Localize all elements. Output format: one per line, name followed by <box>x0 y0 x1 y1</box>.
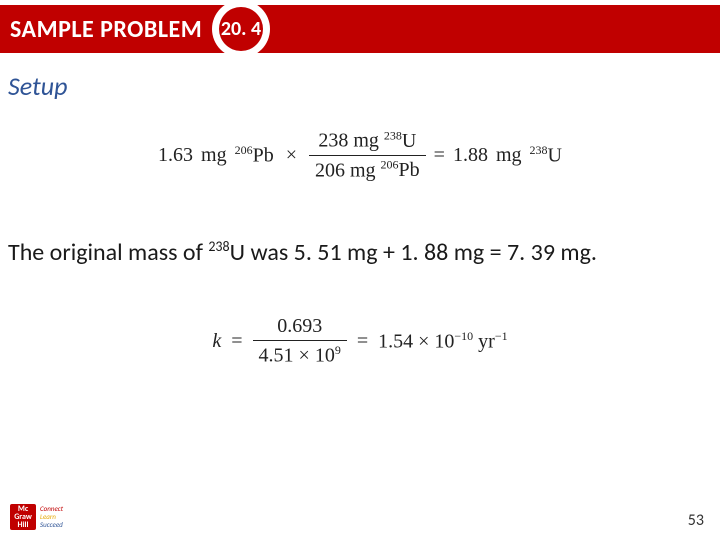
header: SAMPLE PROBLEM 20. 4 <box>0 0 720 58</box>
eq1-rhs-isotope: 238U <box>530 143 562 168</box>
eq1-fraction-denominator: 206 mg 206Pb <box>309 156 426 185</box>
body-text: The original mass of 238U was 5. 51 mg +… <box>8 238 720 267</box>
eq2-rhs: 1.54 × 10−10 yr−1 <box>378 329 508 354</box>
problem-number: 20. 4 <box>219 7 263 51</box>
eq1-fraction-numerator: 238 mg 238U <box>312 126 422 155</box>
eq2-fraction: 0.693 4.51 × 109 <box>253 313 347 370</box>
equals-symbol: = <box>357 330 368 353</box>
eq1-rhs-value: 1.88 <box>453 144 488 167</box>
eq2-numerator: 0.693 <box>271 313 328 340</box>
logo-square: Mc Graw Hill <box>10 504 36 530</box>
eq2-denominator: 4.51 × 109 <box>253 341 347 370</box>
publisher-logo: Mc Graw Hill Connect Learn Succeed <box>10 504 63 530</box>
header-label: SAMPLE PROBLEM <box>0 15 202 44</box>
equals-symbol: = <box>231 330 242 353</box>
eq2-k: k <box>212 330 221 353</box>
problem-number-badge: 20. 4 <box>212 0 270 58</box>
eq1-rhs-unit: mg <box>496 144 522 167</box>
equation-2: k = 0.693 4.51 × 109 = 1.54 × 10−10 yr−1 <box>150 313 570 370</box>
eq1-lhs-value: 1.63 <box>158 144 193 167</box>
eq1-fraction: 238 mg 238U 206 mg 206Pb <box>309 126 426 184</box>
page-number: 53 <box>688 511 704 530</box>
eq1-lhs-isotope: 206Pb <box>235 143 274 168</box>
section-title: Setup <box>8 70 720 102</box>
equals-symbol: = <box>434 144 445 167</box>
equation-1: 1.63 mg 206Pb × 238 mg 238U 206 mg 206Pb… <box>90 126 630 184</box>
eq1-lhs-unit: mg <box>201 144 227 167</box>
header-bar: SAMPLE PROBLEM <box>0 5 720 53</box>
logo-tagline: Connect Learn Succeed <box>40 505 63 529</box>
times-symbol: × <box>282 144 301 167</box>
